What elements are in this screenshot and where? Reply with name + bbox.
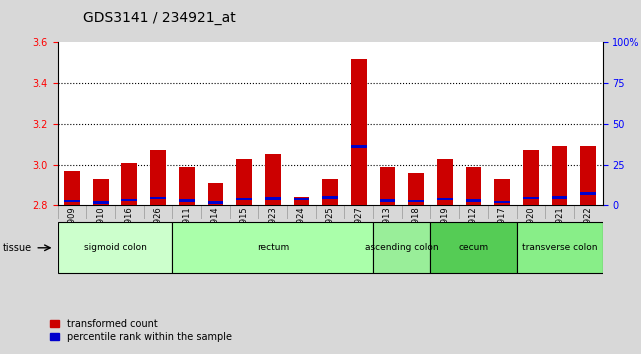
Bar <box>122 162 137 205</box>
Bar <box>351 59 367 205</box>
Text: GSM234920: GSM234920 <box>526 206 535 257</box>
Bar <box>58 222 172 273</box>
Legend: transformed count, percentile rank within the sample: transformed count, percentile rank withi… <box>50 319 232 342</box>
Text: GSM234915: GSM234915 <box>240 206 249 257</box>
Bar <box>93 201 108 204</box>
Bar <box>523 150 538 205</box>
Text: GSM234925: GSM234925 <box>326 206 335 257</box>
Bar <box>379 199 395 201</box>
Bar <box>322 196 338 199</box>
Bar <box>431 222 517 273</box>
Text: GSM234926: GSM234926 <box>154 206 163 257</box>
Bar <box>437 159 453 205</box>
Bar <box>208 201 223 204</box>
Bar <box>294 197 310 205</box>
Bar <box>437 198 453 200</box>
Bar <box>236 159 252 205</box>
Text: GSM234909: GSM234909 <box>67 206 76 257</box>
Text: GSM234921: GSM234921 <box>555 206 564 257</box>
Text: GSM234916: GSM234916 <box>125 206 134 257</box>
Text: cecum: cecum <box>458 243 488 252</box>
Bar <box>322 179 338 205</box>
Text: GDS3141 / 234921_at: GDS3141 / 234921_at <box>83 11 236 25</box>
Bar <box>494 179 510 205</box>
Text: GSM234912: GSM234912 <box>469 206 478 257</box>
Bar <box>265 154 281 205</box>
Bar <box>294 198 310 200</box>
Bar <box>208 183 223 205</box>
Bar <box>179 167 195 205</box>
Bar <box>64 200 80 202</box>
Text: GSM234914: GSM234914 <box>211 206 220 257</box>
Bar <box>179 199 195 201</box>
Bar <box>265 198 281 200</box>
Bar <box>150 197 166 199</box>
Bar <box>373 222 431 273</box>
Bar <box>236 198 252 200</box>
Text: GSM234911: GSM234911 <box>182 206 191 257</box>
Bar <box>150 150 166 205</box>
Bar <box>580 192 596 195</box>
Bar <box>517 222 603 273</box>
Bar <box>64 171 80 205</box>
Bar <box>93 179 108 205</box>
Bar <box>379 167 395 205</box>
Bar <box>523 197 538 199</box>
Text: GSM234927: GSM234927 <box>354 206 363 257</box>
Bar <box>408 173 424 205</box>
Text: sigmoid colon: sigmoid colon <box>83 243 147 252</box>
Bar <box>465 199 481 201</box>
Bar <box>494 201 510 203</box>
Bar <box>351 145 367 148</box>
Text: ascending colon: ascending colon <box>365 243 438 252</box>
Text: GSM234919: GSM234919 <box>440 206 449 257</box>
Bar <box>580 146 596 205</box>
Text: tissue: tissue <box>3 243 32 253</box>
Text: GSM234910: GSM234910 <box>96 206 105 257</box>
Text: GSM234922: GSM234922 <box>584 206 593 257</box>
Text: GSM234924: GSM234924 <box>297 206 306 257</box>
Bar <box>122 199 137 201</box>
Text: GSM234913: GSM234913 <box>383 206 392 257</box>
Text: transverse colon: transverse colon <box>522 243 597 252</box>
Bar <box>552 146 567 205</box>
Text: GSM234923: GSM234923 <box>269 206 278 257</box>
Bar <box>172 222 373 273</box>
Bar <box>552 196 567 199</box>
Bar <box>465 167 481 205</box>
Bar <box>408 200 424 202</box>
Text: rectum: rectum <box>256 243 289 252</box>
Text: GSM234918: GSM234918 <box>412 206 420 257</box>
Text: GSM234917: GSM234917 <box>497 206 506 257</box>
